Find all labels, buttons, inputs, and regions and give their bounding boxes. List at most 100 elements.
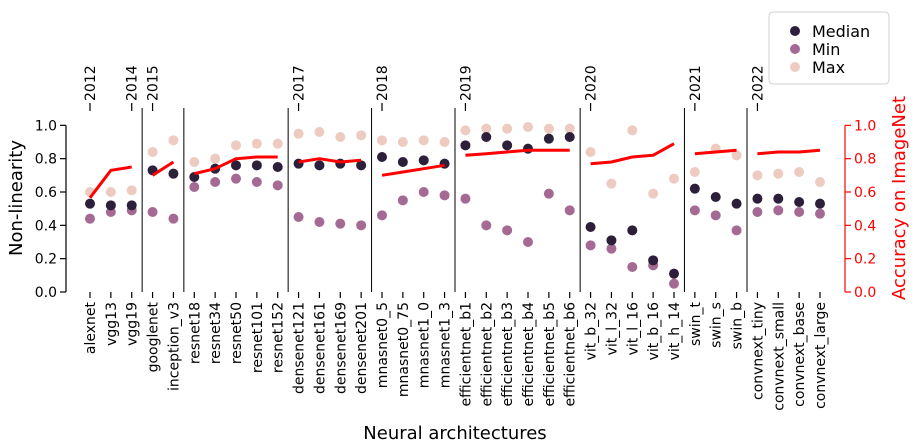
max-point <box>752 170 763 181</box>
x-tick-label: densenet161 <box>312 302 328 394</box>
min-point <box>794 207 805 217</box>
max-point <box>606 178 617 189</box>
max-point <box>648 188 659 199</box>
x-tick-label: vgg13 <box>104 302 120 346</box>
max-point <box>502 123 513 134</box>
min-point <box>606 243 617 254</box>
x-axis-label: Neural architectures <box>363 423 546 444</box>
median-point <box>815 198 825 209</box>
accuracy-line <box>465 148 570 157</box>
legend-label-min: Min <box>812 40 840 59</box>
median-point <box>585 222 596 232</box>
min-point <box>439 190 450 201</box>
y-axis-right-label: Accuracy on ImageNet <box>889 96 910 300</box>
x-tick-label: mnasnet0_75 <box>396 302 412 397</box>
x-tick-label: mnasnet1_3 <box>438 302 454 388</box>
min-point <box>481 220 492 231</box>
x-tick-label: swin_s <box>709 302 725 348</box>
min-point <box>669 278 679 289</box>
median-point <box>397 157 408 167</box>
median-point <box>689 183 700 194</box>
max-point <box>543 123 554 134</box>
left-tick-label: 0.2 <box>35 252 57 268</box>
median-point <box>773 193 784 204</box>
group-separators <box>141 108 748 292</box>
min-point <box>168 213 179 224</box>
year-label: 2012 <box>83 65 99 101</box>
year-label: 2014 <box>125 65 141 101</box>
x-tick-label: densenet201 <box>354 302 370 394</box>
min-point <box>460 193 471 204</box>
median-point <box>731 198 742 209</box>
x-tick-label: efficientnet_b6 <box>563 302 579 407</box>
min-point <box>815 208 825 219</box>
right-tick-label: 0.4 <box>854 218 876 234</box>
x-tick-label: vgg19 <box>125 302 141 346</box>
median-point <box>752 193 763 204</box>
y-axis-label: Non-linearity <box>6 140 27 256</box>
median-point <box>794 197 805 207</box>
x-tick-label: efficientnet_b1 <box>458 302 474 406</box>
x-tick-label: convnext_tiny <box>750 302 766 400</box>
legend-marker-median <box>790 26 800 36</box>
min-point <box>251 177 262 187</box>
x-tick-label: densenet121 <box>292 302 308 394</box>
x-tick-label: densenet169 <box>333 302 349 394</box>
min-point <box>356 220 367 231</box>
max-point <box>231 140 241 151</box>
min-point <box>710 210 721 221</box>
min-point <box>564 205 575 216</box>
x-tick-label: convnext_large <box>813 302 829 409</box>
x-tick-label: mnasnet0_5 <box>375 302 391 388</box>
x-tick-label: alexnet <box>83 302 99 355</box>
min-point <box>272 180 283 191</box>
right-tick-label: 1.0 <box>854 118 876 134</box>
year-label: 2018 <box>375 65 391 101</box>
median-point <box>606 235 617 246</box>
min-point <box>418 187 429 197</box>
max-point <box>147 147 158 157</box>
max-point <box>251 138 262 149</box>
min-point <box>231 173 241 184</box>
x-tick-labels: alexnet vgg13 vgg19 googlenet inception_v3 re… <box>83 292 829 411</box>
year-label: 2019 <box>458 65 474 101</box>
accuracy-line <box>590 142 675 166</box>
max-point <box>210 153 221 164</box>
accuracy-line <box>298 157 362 164</box>
min-point <box>523 237 533 247</box>
x-tick-label: efficientnet_b2 <box>479 302 495 406</box>
max-point <box>815 177 825 187</box>
legend-marker-max <box>790 62 800 72</box>
median-point <box>564 132 575 142</box>
x-tick-label: vit_l_32 <box>604 302 620 355</box>
legend-marker-min <box>790 44 800 54</box>
x-tick-label: resnet152 <box>271 302 287 373</box>
max-point <box>189 157 200 167</box>
median-point <box>105 200 116 211</box>
accuracy-line <box>381 163 445 177</box>
x-tick-label: convnext_base <box>792 302 808 407</box>
accuracy-line <box>151 160 175 177</box>
min-point <box>731 225 742 236</box>
right-y-axis: 0.0 0.2 0.4 0.6 0.8 1.0 <box>844 118 876 301</box>
max-point <box>314 127 325 137</box>
left-tick-label: 0.8 <box>35 152 57 168</box>
median-point <box>356 160 367 171</box>
min-point <box>314 217 325 227</box>
min-point <box>377 210 387 221</box>
max-point <box>356 130 367 141</box>
min-point <box>85 213 95 224</box>
median-point <box>85 198 95 209</box>
max-point <box>335 132 346 142</box>
x-tick-label: swin_b <box>730 302 746 350</box>
median-point <box>314 160 325 171</box>
median-point <box>272 162 283 172</box>
max-point <box>377 135 387 146</box>
median-point <box>648 255 659 266</box>
legend-label-max: Max <box>812 58 845 77</box>
max-point <box>105 187 116 197</box>
median-point <box>418 155 429 166</box>
accuracy-line <box>193 155 278 176</box>
x-tick-label: vit_h_14 <box>667 302 683 360</box>
max-point <box>397 137 408 147</box>
